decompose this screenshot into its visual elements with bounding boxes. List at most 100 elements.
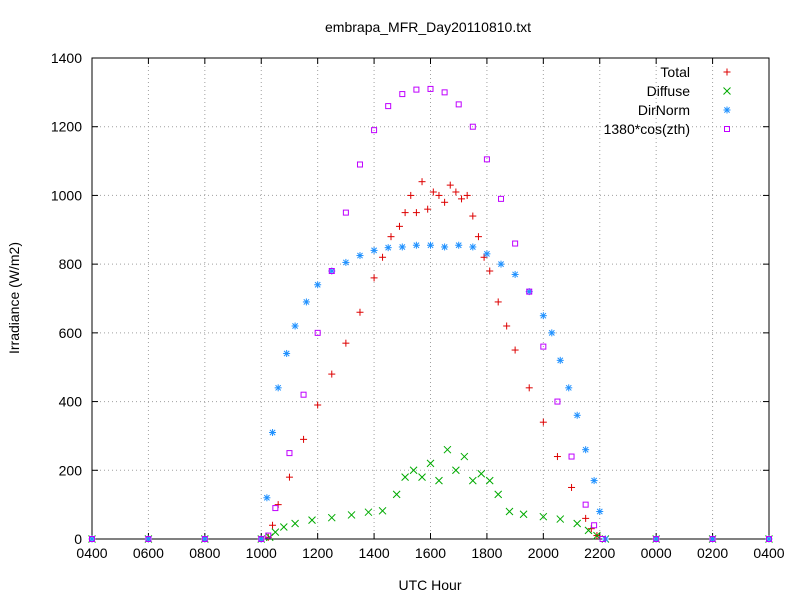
data-point bbox=[511, 346, 519, 354]
data-point bbox=[497, 260, 505, 268]
data-point bbox=[384, 244, 392, 252]
data-point bbox=[477, 469, 486, 478]
y-tick-label: 600 bbox=[59, 325, 83, 341]
data-point bbox=[308, 516, 316, 524]
data-point bbox=[591, 522, 598, 529]
legend-marker bbox=[724, 126, 730, 132]
y-tick-label: 1000 bbox=[51, 187, 82, 203]
data-point bbox=[314, 281, 322, 289]
data-point bbox=[426, 459, 435, 468]
data-point bbox=[494, 298, 502, 306]
x-tick-label: 1800 bbox=[471, 545, 502, 561]
data-point bbox=[556, 515, 565, 523]
data-point bbox=[347, 511, 356, 519]
x-tick-label: 2200 bbox=[584, 545, 615, 561]
data-point bbox=[443, 445, 452, 454]
data-point bbox=[409, 466, 418, 475]
legend: Total Diffuse DirNorm 1380*cos(zth) bbox=[604, 64, 731, 137]
data-point bbox=[401, 473, 409, 482]
data-point bbox=[291, 519, 299, 528]
y-tick-label: 800 bbox=[59, 256, 83, 272]
x-tick-label: 0000 bbox=[641, 545, 672, 561]
x-tick-label: 1200 bbox=[302, 545, 333, 561]
data-point bbox=[412, 209, 420, 217]
data-point bbox=[582, 514, 590, 522]
data-point bbox=[314, 401, 322, 409]
data-point bbox=[424, 205, 432, 213]
data-point bbox=[263, 494, 271, 502]
data-point bbox=[511, 270, 519, 278]
data-point bbox=[446, 181, 454, 189]
data-point bbox=[302, 298, 310, 306]
data-point bbox=[505, 507, 514, 516]
data-point bbox=[474, 233, 482, 241]
data-point bbox=[328, 268, 335, 275]
data-point bbox=[582, 446, 590, 454]
legend-label: 1380*cos(zth) bbox=[604, 121, 690, 137]
data-point bbox=[387, 233, 395, 241]
data-point bbox=[460, 452, 469, 461]
data-point bbox=[526, 288, 533, 295]
legend-label: DirNorm bbox=[638, 102, 690, 118]
data-point bbox=[395, 222, 403, 230]
data-point bbox=[553, 453, 561, 461]
data-point bbox=[494, 490, 503, 499]
data-point bbox=[435, 191, 443, 199]
data-point bbox=[300, 435, 308, 443]
x-tick-label: 0800 bbox=[189, 545, 220, 561]
legend-marker bbox=[723, 106, 731, 114]
y-axis-ticks: 0 200 400 600 800 1000 1200 1400 bbox=[51, 50, 769, 547]
y-tick-label: 0 bbox=[74, 531, 82, 547]
data-point bbox=[590, 477, 598, 485]
data-point bbox=[483, 250, 491, 258]
x-tick-label: 1000 bbox=[246, 545, 277, 561]
data-point bbox=[285, 473, 293, 481]
data-point bbox=[469, 123, 476, 130]
data-point bbox=[539, 512, 548, 521]
data-point bbox=[401, 209, 409, 217]
data-point bbox=[258, 536, 265, 542]
data-point bbox=[596, 508, 604, 516]
x-axis-label: UTC Hour bbox=[398, 577, 461, 593]
data-point bbox=[356, 252, 364, 260]
data-point bbox=[584, 526, 593, 535]
data-point bbox=[525, 384, 533, 392]
data-point bbox=[283, 349, 291, 357]
data-point bbox=[300, 391, 307, 398]
data-point bbox=[573, 411, 581, 419]
legend-marker bbox=[723, 68, 731, 76]
x-tick-label: 2000 bbox=[528, 545, 559, 561]
y-tick-label: 1400 bbox=[51, 50, 82, 66]
x-axis-ticks: 0400 0600 0800 1000 1200 1400 1600 1800 2000 2200… bbox=[76, 58, 785, 561]
data-point bbox=[469, 243, 477, 251]
data-point bbox=[653, 536, 660, 542]
data-point bbox=[356, 308, 364, 316]
data-point bbox=[483, 156, 490, 163]
data-point bbox=[269, 521, 277, 529]
data-point bbox=[709, 536, 716, 542]
y-axis-label: Irradiance (W/m2) bbox=[6, 242, 22, 354]
data-point bbox=[593, 531, 601, 540]
data-point bbox=[540, 343, 547, 350]
data-point bbox=[272, 505, 279, 512]
series-0 bbox=[88, 178, 773, 543]
data-point bbox=[371, 127, 378, 134]
data-point bbox=[452, 188, 460, 196]
data-point bbox=[427, 85, 434, 92]
data-point bbox=[468, 476, 477, 485]
data-point bbox=[485, 476, 494, 485]
data-point bbox=[269, 428, 277, 436]
data-point bbox=[370, 274, 378, 282]
data-point bbox=[441, 198, 449, 206]
data-point bbox=[548, 329, 556, 337]
data-point bbox=[486, 267, 494, 275]
grid-lines bbox=[92, 58, 769, 539]
data-point bbox=[385, 103, 392, 110]
data-point bbox=[565, 384, 573, 392]
data-point bbox=[412, 241, 420, 249]
data-point bbox=[314, 329, 321, 336]
data-point bbox=[568, 453, 575, 460]
data-point bbox=[435, 476, 443, 485]
x-tick-label: 0400 bbox=[76, 545, 107, 561]
data-point bbox=[392, 490, 401, 499]
